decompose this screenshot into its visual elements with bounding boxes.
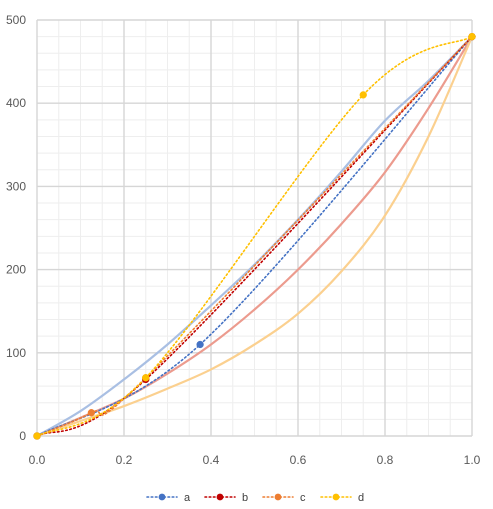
legend-swatch-marker-a: [158, 493, 166, 501]
data-point-d: [142, 374, 150, 382]
y-tick-label: 400: [6, 96, 26, 110]
legend-label-b: b: [242, 492, 248, 504]
data-point-a: [196, 340, 204, 349]
x-tick-label: 1.0: [464, 453, 481, 467]
y-tick-label: 500: [6, 13, 26, 27]
minor-gridlines: [37, 20, 472, 436]
series-line-b: [36, 35, 473, 437]
x-tick-label: 0.2: [116, 453, 133, 467]
legend-label-a: a: [184, 492, 191, 504]
legend-swatch-marker-b: [216, 493, 224, 501]
legend-swatch-marker-c: [274, 493, 282, 501]
legend-label-d: d: [358, 492, 364, 504]
x-tick-label: 0.6: [290, 453, 307, 467]
y-tick-label: 0: [19, 429, 26, 443]
data-point-d: [359, 91, 367, 99]
reference-curve-c: [35, 35, 474, 438]
y-tick-label: 200: [6, 263, 26, 277]
legend: a b c d: [146, 492, 364, 504]
y-tick-label: 300: [6, 179, 26, 193]
x-tick-label: 0.0: [29, 453, 46, 467]
series-line-d: [36, 35, 473, 437]
x-axis-tick-labels: 0.0 0.2 0.4 0.6 0.8 1.0: [29, 453, 481, 467]
x-tick-label: 0.8: [377, 453, 394, 467]
legend-swatch-marker-d: [332, 493, 340, 501]
legend-label-c: c: [300, 492, 306, 504]
x-tick-label: 0.4: [203, 453, 220, 467]
major-gridlines: [36, 19, 473, 437]
data-point-c: [87, 409, 96, 417]
data-point-d: [33, 432, 41, 440]
y-axis-tick-labels: 0 100 200 300 400 500: [6, 13, 26, 443]
data-point-d: [468, 32, 476, 41]
series-points: [33, 32, 476, 440]
y-tick-label: 100: [6, 346, 26, 360]
